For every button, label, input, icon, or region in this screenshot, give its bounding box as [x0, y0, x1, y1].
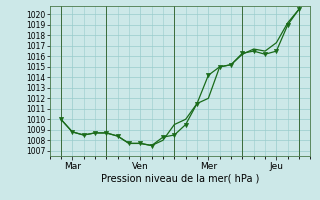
- X-axis label: Pression niveau de la mer( hPa ): Pression niveau de la mer( hPa ): [101, 173, 259, 183]
